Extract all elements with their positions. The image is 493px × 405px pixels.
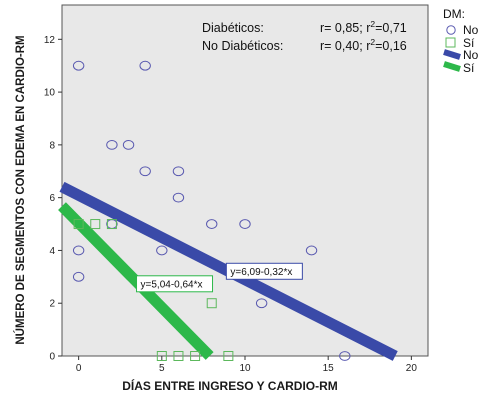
y-tick-label: 10	[44, 88, 56, 99]
data-points: y=6,09-0,32*x y=5,04-0,64*x	[72, 60, 351, 361]
plot-background	[61, 4, 429, 357]
y-tick-label: 0	[49, 352, 55, 363]
legend-label-si-line: Sí	[463, 61, 475, 75]
y-tick-label: 4	[49, 246, 55, 257]
equation-box-no	[225, 262, 303, 280]
data-point-no	[106, 139, 118, 150]
x-axis-title: DÍAS ENTRE INGRESO Y CARDIO-RM	[122, 378, 338, 393]
legend-line-no	[443, 49, 461, 60]
y-tick-label: 2	[49, 299, 55, 310]
data-point-si	[156, 351, 167, 361]
x-tick-label: 0	[76, 363, 82, 374]
legend: DM: No Sí No Sí	[443, 7, 479, 75]
y-tick-label: 8	[49, 140, 55, 151]
data-point-si	[223, 351, 234, 361]
data-point-si	[206, 298, 217, 309]
axes: 0 5 10 15 20 0 2 4 6 8 10 12	[44, 35, 417, 374]
data-point-no	[139, 166, 151, 177]
data-point-si	[190, 351, 201, 361]
data-point-si	[90, 219, 101, 230]
data-point-no	[122, 139, 135, 150]
y-axis-title: NÚMERO DE SEGMENTOS CON EDEMA EN CARDIO-…	[14, 35, 27, 344]
fit-line-si	[58, 202, 214, 360]
legend-label-no-circle: No	[463, 23, 479, 37]
data-point-si	[173, 351, 184, 361]
equation-box-si	[136, 275, 214, 293]
equation-label-si: y=5,04-0,64*x	[141, 279, 203, 290]
x-tick-label: 15	[323, 363, 335, 374]
legend-label-no-line: No	[463, 48, 479, 62]
data-point-no	[339, 351, 351, 361]
data-point-no	[255, 298, 268, 309]
data-point-no	[172, 166, 185, 177]
y-tick-label: 12	[44, 35, 56, 46]
legend-marker-no-circle	[446, 25, 456, 35]
data-point-no	[156, 245, 168, 256]
x-tick-label: 10	[239, 363, 251, 374]
data-point-no	[239, 219, 251, 229]
x-tick-label: 20	[406, 363, 418, 374]
data-point-si	[106, 219, 117, 230]
y-tick-label: 6	[49, 193, 55, 204]
data-point-no	[172, 192, 185, 203]
data-point-no	[72, 60, 85, 71]
data-point-no	[72, 245, 85, 256]
correlation-annotation: Diabéticos: r= 0,85; r2=0,71 No Diabétic…	[202, 19, 407, 53]
annotation-no-diabeticos-stats: r= 0,40; r2=0,16	[320, 37, 407, 53]
x-tick-label: 5	[159, 363, 165, 374]
data-point-no	[206, 219, 218, 229]
data-point-si	[73, 219, 84, 230]
data-point-no	[305, 245, 318, 256]
annotation-diabeticos-stats: r= 0,85; r2=0,71	[320, 19, 407, 35]
legend-label-si-square: Sí	[463, 36, 475, 50]
data-point-no	[139, 60, 151, 71]
annotation-diabeticos-label: Diabéticos:	[202, 21, 264, 35]
legend-title: DM:	[443, 7, 465, 21]
data-point-no	[72, 271, 85, 282]
legend-marker-si-square	[445, 37, 456, 48]
annotation-no-diabeticos-label: No Diabéticos:	[202, 39, 283, 53]
equation-label-no: y=6,09-0,32*x	[230, 267, 292, 278]
legend-line-si	[443, 61, 461, 72]
